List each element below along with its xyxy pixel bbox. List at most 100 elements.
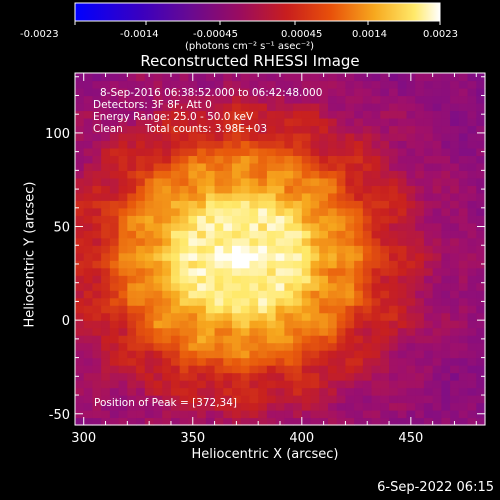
heatmap-cell [249, 207, 259, 216]
heatmap-cell [109, 282, 120, 291]
heatmap-cell [249, 395, 259, 404]
heatmap-cell [118, 350, 128, 359]
heatmap-cell [467, 252, 477, 261]
heatmap-cell [83, 372, 94, 381]
heatmap-cell [284, 312, 294, 321]
heatmap-cell [258, 260, 268, 269]
heatmap-cell [170, 222, 181, 231]
heatmap-cell [441, 147, 451, 156]
heatmap-cell [118, 125, 128, 134]
heatmap-cell [101, 387, 111, 396]
heatmap-cell [362, 365, 373, 374]
heatmap-cell [415, 342, 425, 351]
heatmap-cell [397, 200, 408, 209]
heatmap-cell [371, 387, 381, 396]
heatmap-cell [293, 410, 303, 419]
heatmap-cell [266, 95, 277, 104]
heatmap-cell [162, 350, 172, 359]
heatmap-cell [153, 155, 163, 164]
heatmap-cell [92, 312, 102, 321]
heatmap-cell [476, 147, 486, 156]
heatmap-cell [450, 200, 460, 209]
heatmap-cell [266, 125, 277, 134]
heatmap-cell [127, 73, 137, 82]
heatmap-cell [109, 230, 120, 239]
heatmap-cell [188, 87, 198, 97]
heatmap-cell [327, 335, 338, 344]
heatmap-cell [458, 387, 469, 396]
heatmap-cell [450, 260, 460, 269]
heatmap-cell [214, 282, 224, 291]
heatmap-cell [258, 342, 268, 351]
heatmap-cell [362, 260, 373, 269]
heatmap-cell [362, 200, 373, 209]
heatmap-cell [423, 290, 434, 299]
heatmap-cell [75, 162, 85, 171]
heatmap-cell [232, 350, 242, 359]
heatmap-cell [336, 267, 347, 276]
heatmap-cell [406, 290, 416, 299]
heatmap-cell [249, 365, 259, 374]
heatmap-cell [371, 102, 381, 112]
heatmap-cell [109, 387, 120, 396]
heatmap-cell [301, 410, 312, 419]
heatmap-cell [232, 365, 242, 374]
heatmap-cell [162, 365, 172, 374]
heatmap-cell [75, 252, 85, 261]
heatmap-cell [170, 252, 181, 261]
heatmap-cell [275, 380, 285, 389]
heatmap-cell [197, 192, 207, 201]
heatmap-cell [319, 162, 329, 171]
heatmap-cell [467, 80, 477, 89]
heatmap-cell [205, 365, 216, 374]
heatmap-cell [232, 380, 242, 389]
heatmap-cell [179, 230, 190, 239]
heatmap-cell [319, 110, 329, 119]
heatmap-cell [432, 282, 442, 291]
footer-date: 6-Sep-2022 06:15 [377, 480, 494, 495]
heatmap-cell [92, 147, 102, 156]
heatmap-cell [92, 260, 102, 269]
heatmap-cell [214, 177, 224, 186]
heatmap-cell [197, 365, 207, 374]
heatmap-cell [205, 192, 216, 201]
heatmap-cell [144, 140, 155, 149]
heatmap-cell [293, 320, 303, 329]
heatmap-cell [197, 342, 207, 351]
heatmap-cell [293, 335, 303, 344]
heatmap-cell [92, 185, 102, 194]
heatmap-cell [179, 402, 190, 411]
heatmap-cell [214, 245, 224, 254]
heatmap-cell [197, 132, 207, 142]
heatmap-cell [109, 252, 120, 261]
heatmap-cell [223, 102, 233, 112]
heatmap-cell [118, 320, 128, 329]
heatmap-cell [232, 117, 242, 127]
heatmap-cell [179, 335, 190, 344]
heatmap-cell [101, 395, 111, 404]
heatmap-cell [423, 132, 434, 142]
heatmap-cell [284, 417, 294, 426]
heatmap-cell [127, 380, 137, 389]
heatmap-cell [450, 350, 460, 359]
heatmap-cell [92, 357, 102, 366]
heatmap-cell [441, 380, 451, 389]
heatmap-cell [293, 185, 303, 194]
heatmap-cell [450, 402, 460, 411]
heatmap-cell [153, 73, 163, 82]
heatmap-cell [432, 350, 442, 359]
heatmap-cell [144, 177, 155, 186]
heatmap-cell [389, 395, 399, 404]
heatmap-cell [214, 365, 224, 374]
heatmap-cell [179, 237, 190, 246]
heatmap-cell [415, 290, 425, 299]
heatmap-cell [284, 140, 294, 149]
heatmap-cell [301, 297, 312, 306]
heatmap-cell [441, 387, 451, 396]
heatmap-cell [423, 155, 434, 164]
heatmap-cell [205, 237, 216, 246]
heatmap-cell [240, 282, 251, 291]
heatmap-cell [467, 147, 477, 156]
heatmap-cell [136, 237, 146, 246]
heatmap-cell [380, 147, 390, 156]
